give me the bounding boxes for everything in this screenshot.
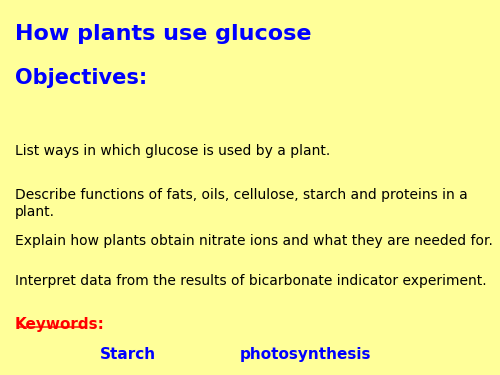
Text: Starch: Starch	[100, 347, 156, 362]
Text: Explain how plants obtain nitrate ions and what they are needed for.: Explain how plants obtain nitrate ions a…	[15, 234, 493, 248]
Text: Keywords:: Keywords:	[15, 317, 105, 332]
Text: List ways in which glucose is used by a plant.: List ways in which glucose is used by a …	[15, 144, 330, 158]
Text: How plants use glucose: How plants use glucose	[15, 24, 312, 44]
Text: photosynthesis: photosynthesis	[240, 347, 372, 362]
Text: Interpret data from the results of bicarbonate indicator experiment.: Interpret data from the results of bicar…	[15, 274, 486, 288]
Text: Objectives:: Objectives:	[15, 68, 147, 87]
Text: Describe functions of fats, oils, cellulose, starch and proteins in a
plant.: Describe functions of fats, oils, cellul…	[15, 188, 468, 219]
